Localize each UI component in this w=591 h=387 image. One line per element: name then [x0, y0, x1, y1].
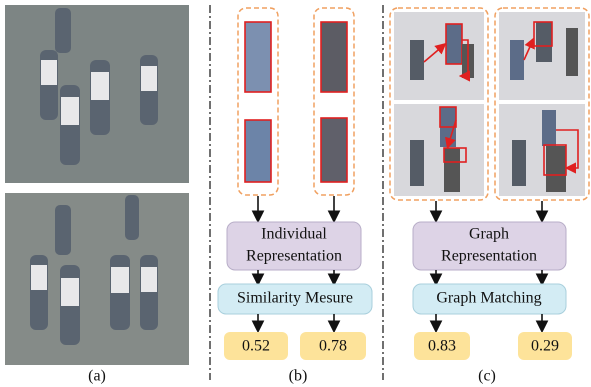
box-label: Graph: [469, 226, 509, 243]
score: 0.83: [428, 338, 456, 355]
graph-crops: [394, 12, 585, 196]
photo-top: [5, 5, 189, 183]
box-label: Graph Matching: [436, 290, 541, 307]
score: 0.78: [319, 338, 347, 355]
figure: Individual Representation Similarity Mes…: [0, 0, 591, 387]
box-label: Representation: [246, 248, 342, 265]
panel-label: (b): [289, 368, 308, 385]
box-label: Similarity Mesure: [237, 290, 353, 307]
box-label: Individual: [261, 226, 327, 243]
person-crops: [245, 22, 347, 182]
score: 0.52: [242, 338, 270, 355]
panel-label: (a): [88, 368, 106, 385]
panel-label: (c): [478, 368, 496, 385]
box-label: Representation: [441, 248, 537, 265]
photo-bottom: [5, 193, 189, 365]
score: 0.29: [531, 338, 559, 355]
